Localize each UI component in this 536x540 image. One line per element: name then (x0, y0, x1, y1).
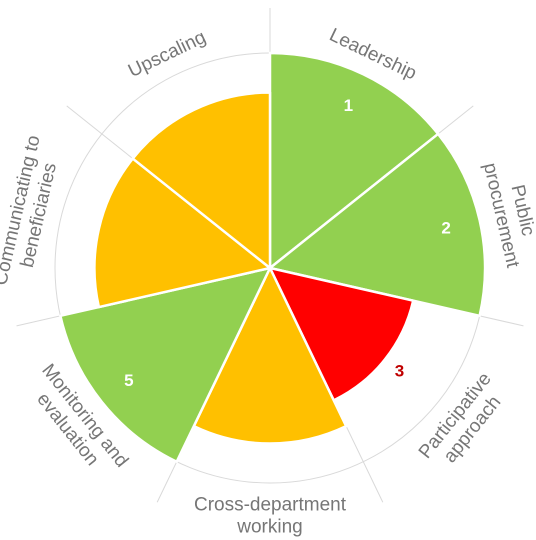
segment-7-wedge (131, 91, 272, 270)
segment-6-wedge (93, 157, 272, 309)
segment-1-number: 1 (344, 96, 353, 115)
segment-5-number: 5 (124, 371, 133, 390)
segment-3-number: 3 (395, 362, 404, 381)
segment-4-number: 4 (265, 424, 275, 443)
segment-7-label-line: Upscaling (125, 27, 209, 82)
segment-1-wedge (268, 51, 440, 270)
segment-7-label: Upscaling (125, 27, 209, 82)
segment-4-label-line: working (236, 517, 302, 538)
segment-4-wedge (192, 266, 348, 445)
segment-2-number: 2 (441, 218, 450, 237)
segment-2-wedge (268, 132, 487, 318)
segment-5-wedge (59, 266, 272, 463)
segments (59, 51, 487, 463)
segment-3-wedge (268, 266, 415, 402)
segment-4-label-line: Cross-department (194, 495, 347, 516)
segment-6-number: 6 (104, 222, 113, 241)
segment-numbers: 1 2 3 4 5 6 7 (104, 96, 451, 443)
segment-7-number: 7 (193, 109, 202, 128)
